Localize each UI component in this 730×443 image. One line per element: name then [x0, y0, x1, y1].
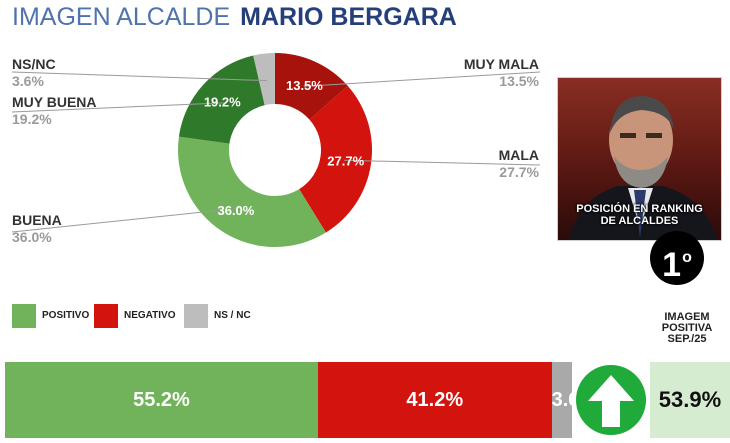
- label-muy-mala-name: MUY MALA: [463, 56, 539, 72]
- donut-slice-label-0: 13.5%: [286, 78, 323, 93]
- label-buena: BUENA 36.0%: [12, 212, 62, 246]
- ranking-caption-line1: POSICIÓN EN RANKING: [576, 203, 703, 215]
- label-muy-buena-value: 19.2%: [12, 111, 52, 127]
- legend-swatch-nsnc: [184, 304, 208, 328]
- ranking-suffix: o: [682, 249, 692, 266]
- donut-slice-label-3: 19.2%: [204, 95, 241, 110]
- label-nsnc: NS/NC 3.6%: [12, 56, 56, 90]
- label-muy-buena-name: MUY BUENA: [12, 94, 97, 110]
- donut-slice-ns-nc: [253, 53, 275, 106]
- imagem-line2: POSITIVA: [661, 322, 713, 334]
- ranking-badge: 1o: [650, 231, 704, 285]
- label-buena-name: BUENA: [12, 212, 62, 228]
- mayor-photo: [557, 77, 722, 241]
- label-muy-mala: MUY MALA 13.5%: [440, 56, 539, 90]
- donut-slice-label-1: 27.7%: [327, 154, 364, 169]
- title-name: MARIO BERGARA: [240, 3, 457, 31]
- imagem-value: 53.9%: [650, 362, 730, 438]
- legend-swatch-negativo: [94, 304, 118, 328]
- title-prefix: IMAGEN ALCALDE: [12, 3, 231, 31]
- donut-slice-muy-buena: [178, 55, 265, 144]
- legend-text-nsnc: NS / NC: [214, 310, 251, 321]
- leader-line-1: [344, 159, 541, 166]
- legend-text-negativo: NEGATIVO: [124, 310, 176, 321]
- leader-line-3: [11, 102, 224, 113]
- legend-text-positivo: POSITIVO: [42, 310, 90, 321]
- label-nsnc-value: 3.6%: [12, 73, 44, 89]
- legend-swatch-positivo: [12, 304, 36, 328]
- label-muy-mala-value: 13.5%: [499, 73, 539, 89]
- label-mala: MALA 27.7%: [440, 147, 539, 181]
- imagem-line3: SEP./25: [667, 333, 707, 345]
- label-buena-value: 36.0%: [12, 229, 52, 245]
- imagem-line1: IMAGEM: [664, 311, 710, 323]
- up-arrow-icon: [588, 375, 634, 427]
- label-nsnc-name: NS/NC: [12, 56, 56, 72]
- portrait-icon: [568, 96, 718, 240]
- label-mala-value: 27.7%: [499, 164, 539, 180]
- donut-slice-mala: [299, 85, 372, 233]
- trend-indicator: [576, 365, 646, 435]
- imagem-label: IMAGEM POSITIVA SEP./25: [646, 312, 728, 345]
- donut-chart: 13.5% 27.7% 36.0% 19.2%: [11, 53, 541, 247]
- bar-segment-negativo: 41.2%: [317, 362, 552, 438]
- leader-line-0: [303, 71, 541, 87]
- label-mala-name: MALA: [498, 147, 539, 163]
- leader-line-4: [11, 71, 268, 82]
- bar-segment-positivo: 55.2%: [5, 362, 318, 438]
- donut-slice-buena: [178, 136, 326, 247]
- leader-line-2: [11, 207, 237, 233]
- donut-slice-label-2: 36.0%: [217, 203, 254, 218]
- stacked-bar: 55.2%41.2%3.6%: [5, 362, 572, 438]
- bar-segment-ns-nc: 3.6%: [551, 362, 572, 438]
- ranking-caption: POSICIÓN EN RANKING DE ALCALDES: [557, 203, 722, 227]
- label-muy-buena: MUY BUENA 19.2%: [12, 94, 97, 128]
- ranking-caption-line2: DE ALCALDES: [600, 215, 679, 227]
- page-title: IMAGEN ALCALDE MARIO BERGARA: [12, 2, 457, 32]
- ranking-position: 1: [662, 246, 682, 284]
